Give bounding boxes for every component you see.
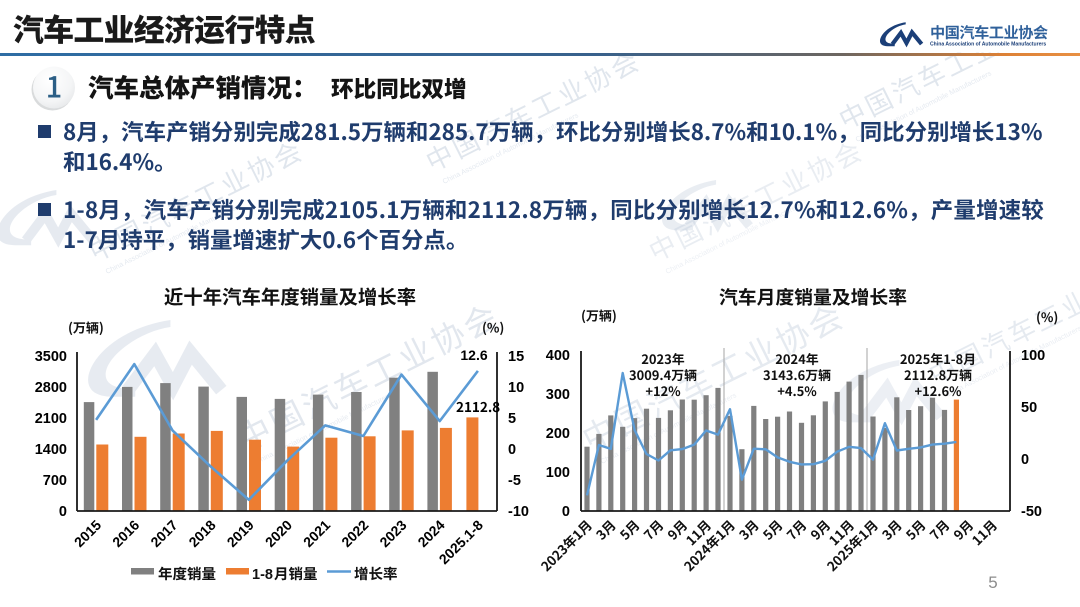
svg-text:5: 5 [988,573,997,592]
svg-text:2016: 2016 [109,517,142,550]
svg-text:2023: 2023 [376,517,409,550]
svg-text:2018: 2018 [185,517,218,550]
svg-text:2022: 2022 [338,517,371,550]
svg-text:0: 0 [59,504,67,520]
svg-text:200: 200 [546,426,570,442]
svg-text:700: 700 [43,473,67,489]
svg-text:1-8: 1-8 [252,567,273,583]
svg-text:50: 50 [1021,400,1037,416]
svg-text:0: 0 [508,442,516,458]
svg-text:China Association of Automobil: China Association of Automobile Manufact… [930,42,1046,48]
svg-text:300: 300 [546,387,570,403]
svg-text:2019: 2019 [224,517,257,550]
svg-text:-10: -10 [508,504,529,520]
svg-text:0: 0 [562,504,570,520]
svg-text:10: 10 [508,380,524,396]
svg-text:2800: 2800 [35,380,67,396]
svg-text:3500: 3500 [35,349,67,365]
svg-text:5: 5 [508,411,516,427]
svg-text:100: 100 [546,465,570,481]
svg-text:2021: 2021 [300,517,333,550]
svg-text:-50: -50 [1021,504,1042,520]
svg-text:100: 100 [1021,348,1045,364]
svg-text:China Association of Automobil: China Association of Automobile Manufact… [944,323,1080,398]
svg-text:15: 15 [508,349,524,365]
svg-text:2024: 2024 [414,517,447,550]
svg-text:2017: 2017 [147,517,180,550]
svg-text:12.6: 12.6 [460,347,487,363]
svg-text:-5: -5 [508,473,521,489]
svg-text:400: 400 [546,348,570,364]
svg-text:0: 0 [1021,452,1029,468]
svg-text:2020: 2020 [262,517,295,550]
svg-text:2015: 2015 [71,517,104,550]
svg-text:2100: 2100 [35,411,67,427]
svg-text:1400: 1400 [35,442,67,458]
